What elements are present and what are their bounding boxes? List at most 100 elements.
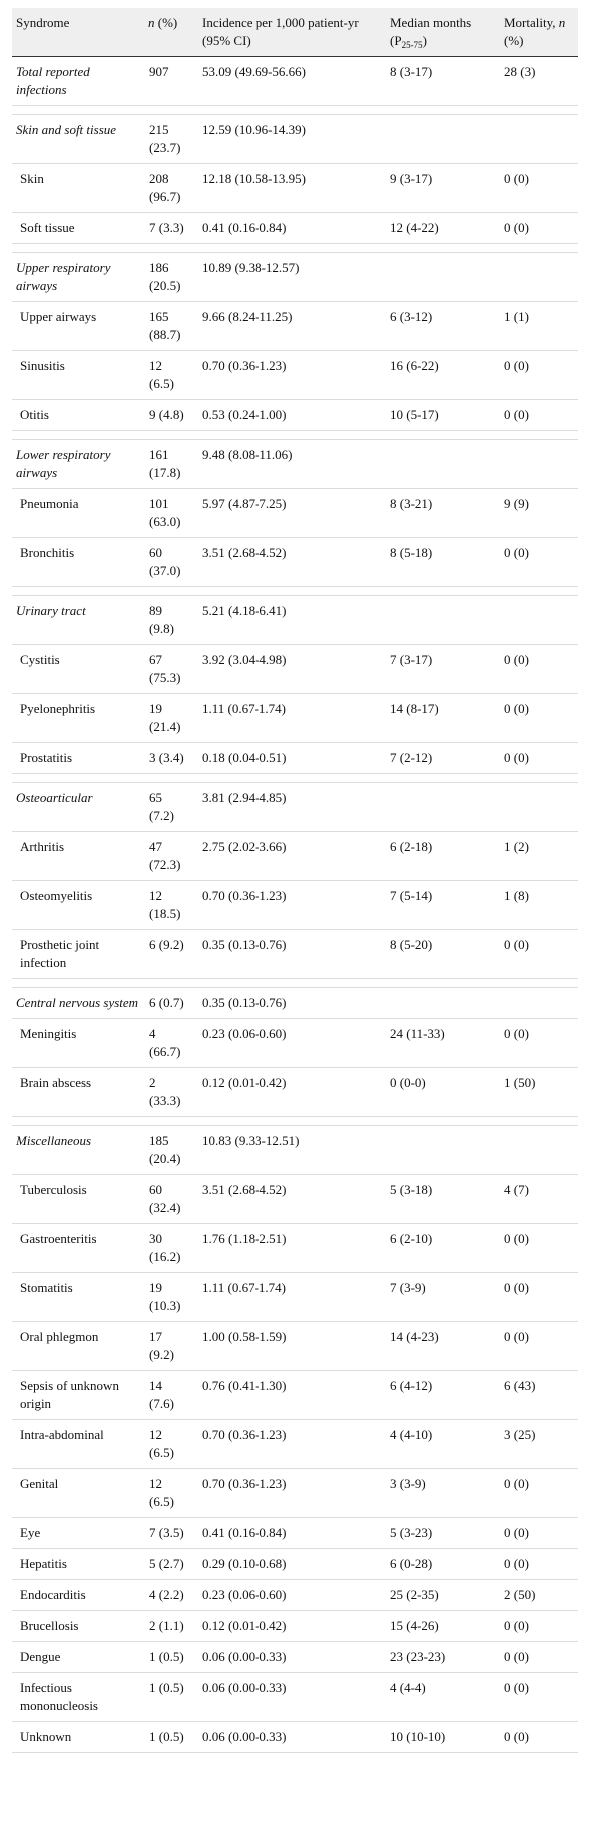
mortality-cell: 0 (0)	[500, 399, 578, 431]
median-months-cell: 6 (2-18)	[386, 831, 500, 881]
median-months: 4 (4-10)	[390, 1427, 433, 1442]
header-text: n	[148, 15, 155, 30]
group-row: Lower respiratory airways 161 (17.8) 9.48 …	[12, 439, 578, 489]
mortality-cell: 0 (0)	[500, 163, 578, 213]
syndrome: Brain abscess	[20, 1075, 92, 1090]
incidence: 0.70 (0.36-1.23)	[202, 1427, 287, 1442]
spacer-cell	[12, 1116, 578, 1126]
mortality: 1 (8)	[504, 888, 529, 903]
count: 7 (3.3)	[149, 220, 184, 235]
incidence: 0.06 (0.00-0.33)	[202, 1680, 287, 1695]
syndrome: Urinary tract	[16, 603, 86, 618]
mortality-cell: 0 (0)	[500, 693, 578, 743]
column-header: Mortality, n (%)	[500, 8, 578, 57]
count-cell: 1 (0.5)	[144, 1672, 198, 1722]
median-months-cell: 8 (3-17)	[386, 56, 500, 106]
syndrome: Meningitis	[20, 1026, 77, 1041]
syndrome-cell: Tuberculosis	[12, 1174, 144, 1224]
spacer-cell	[12, 773, 578, 783]
incidence-cell: 3.51 (2.68-4.52)	[198, 537, 386, 587]
incidence: 12.59 (10.96-14.39)	[202, 122, 306, 137]
spacer-cell	[12, 105, 578, 115]
incidence-cell: 0.06 (0.00-0.33)	[198, 1641, 386, 1673]
syndrome: Arthritis	[20, 839, 65, 854]
syndrome: Total reported infections	[16, 64, 90, 97]
incidence-cell: 5.21 (4.18-6.41)	[198, 595, 386, 645]
count: 1 (0.5)	[149, 1729, 184, 1744]
syndrome: Prostatitis	[20, 750, 73, 765]
incidence-cell: 0.41 (0.16-0.84)	[198, 1517, 386, 1549]
count: 67 (75.3)	[149, 652, 181, 685]
median-months-cell: 15 (4-26)	[386, 1610, 500, 1642]
median-months: 8 (3-17)	[390, 64, 433, 79]
median-months-cell	[386, 439, 500, 489]
count-cell: 907	[144, 56, 198, 106]
count-cell: 165 (88.7)	[144, 301, 198, 351]
mortality-cell: 0 (0)	[500, 644, 578, 694]
count: 2 (33.3)	[149, 1075, 181, 1108]
count: 215 (23.7)	[149, 122, 181, 155]
count-cell: 6 (0.7)	[144, 987, 198, 1019]
incidence: 0.76 (0.41-1.30)	[202, 1378, 287, 1393]
header-text: n	[558, 15, 566, 30]
mortality-cell: 0 (0)	[500, 1641, 578, 1673]
sub-row: Prosthetic joint infection 6 (9.2) 0.35 (0…	[12, 929, 578, 979]
spacer-row	[12, 243, 578, 253]
count-cell: 12 (18.5)	[144, 880, 198, 930]
sub-row: Dengue 1 (0.5) 0.06 (0.00-0.33) 23 (23-23) 0…	[12, 1641, 578, 1673]
count-cell: 12 (6.5)	[144, 1468, 198, 1518]
median-months-cell	[386, 114, 500, 164]
mortality: 2 (50)	[504, 1587, 536, 1602]
incidence-cell: 0.70 (0.36-1.23)	[198, 880, 386, 930]
incidence-cell: 9.48 (8.08-11.06)	[198, 439, 386, 489]
count: 9 (4.8)	[149, 407, 184, 422]
syndrome: Unknown	[20, 1729, 72, 1744]
sub-row: Pyelonephritis 19 (21.4) 1.11 (0.67-1.74) 1…	[12, 693, 578, 743]
median-months: 3 (3-9)	[390, 1476, 426, 1491]
median-months-cell: 0 (0-0)	[386, 1067, 500, 1117]
spacer-cell	[12, 586, 578, 596]
mortality-cell	[500, 114, 578, 164]
count: 186 (20.5)	[149, 260, 181, 293]
table-header: Syndrome n (%) Incidence per 1,000 patient…	[12, 8, 578, 57]
median-months-cell	[386, 987, 500, 1019]
mortality-cell: 1 (1)	[500, 301, 578, 351]
median-months: 7 (3-9)	[390, 1280, 426, 1295]
syndrome-cell: Sepsis of unknown origin	[12, 1370, 144, 1420]
syndrome: Bronchitis	[20, 545, 75, 560]
sub-row: Bronchitis 60 (37.0) 3.51 (2.68-4.52) 8 (5-…	[12, 537, 578, 587]
incidence-cell: 10.83 (9.33-12.51)	[198, 1125, 386, 1175]
column-header: Median months (P25-75)	[386, 8, 500, 57]
median-months: 25 (2-35)	[390, 1587, 439, 1602]
count-cell: 7 (3.3)	[144, 212, 198, 244]
median-months-cell: 7 (3-9)	[386, 1272, 500, 1322]
column-header: Syndrome	[12, 8, 144, 57]
syndrome-cell: Endocarditis	[12, 1579, 144, 1611]
mortality-cell: 1 (8)	[500, 880, 578, 930]
syndrome: Eye	[20, 1525, 41, 1540]
incidence-cell: 1.76 (1.18-2.51)	[198, 1223, 386, 1273]
incidence-cell: 0.29 (0.10-0.68)	[198, 1548, 386, 1580]
median-months: 6 (2-18)	[390, 839, 433, 854]
count: 30 (16.2)	[149, 1231, 181, 1264]
syndrome: Upper respiratory airways	[16, 260, 111, 293]
mortality: 1 (1)	[504, 309, 529, 324]
incidence-cell: 3.81 (2.94-4.85)	[198, 782, 386, 832]
incidence-cell: 53.09 (49.69-56.66)	[198, 56, 386, 106]
median-months-cell: 3 (3-9)	[386, 1468, 500, 1518]
incidence: 0.70 (0.36-1.23)	[202, 1476, 287, 1491]
syndrome: Endocarditis	[20, 1587, 86, 1602]
incidence-cell: 0.06 (0.00-0.33)	[198, 1672, 386, 1722]
spacer-row	[12, 430, 578, 440]
mortality: 0 (0)	[504, 1680, 529, 1695]
sub-row: Tuberculosis 60 (32.4) 3.51 (2.68-4.52) 5 (…	[12, 1174, 578, 1224]
syndrome-cell: Prosthetic joint infection	[12, 929, 144, 979]
median-months: 7 (2-12)	[390, 750, 433, 765]
sub-row: Gastroenteritis 30 (16.2) 1.76 (1.18-2.51)…	[12, 1223, 578, 1273]
sub-row: Meningitis 4 (66.7) 0.23 (0.06-0.60) 24 (11…	[12, 1018, 578, 1068]
count-cell: 47 (72.3)	[144, 831, 198, 881]
incidence-cell: 0.41 (0.16-0.84)	[198, 212, 386, 244]
header-text: (%)	[504, 33, 524, 48]
count-cell: 185 (20.4)	[144, 1125, 198, 1175]
count: 12 (6.5)	[149, 358, 174, 391]
